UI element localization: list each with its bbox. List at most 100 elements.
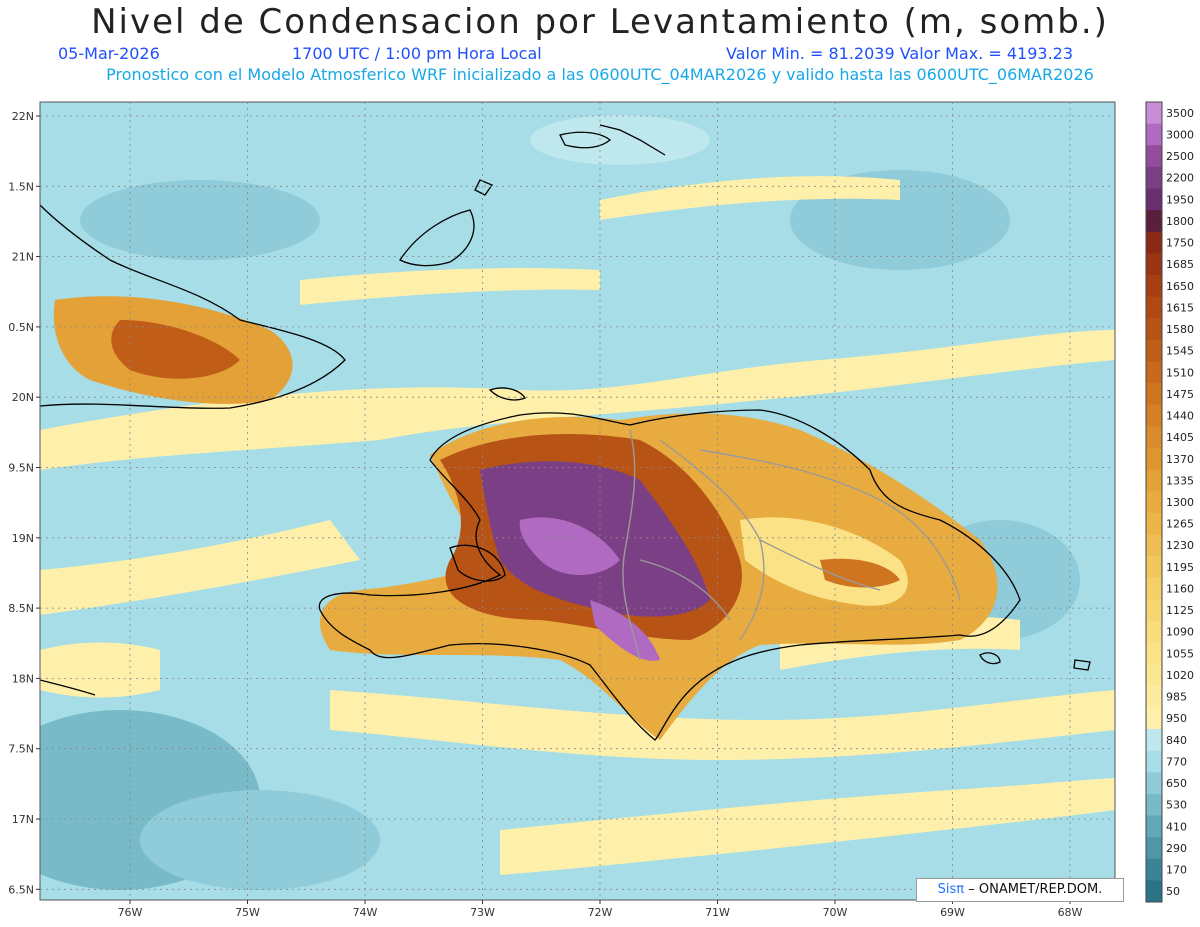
- colorbar-label: 1195: [1166, 561, 1194, 574]
- colorbar-label: 1545: [1166, 345, 1194, 358]
- colorbar-swatch: [1146, 166, 1162, 189]
- field-layer: [40, 102, 1115, 900]
- lon-label: 75W: [235, 906, 260, 919]
- colorbar-swatch: [1146, 123, 1162, 146]
- colorbar-swatch: [1146, 642, 1162, 665]
- credit-text: – ONAMET/REP.DOM.: [968, 882, 1103, 897]
- colorbar-label: 1160: [1166, 582, 1194, 595]
- plot-frame: [39, 101, 1116, 901]
- colorbar-label: 1405: [1166, 431, 1194, 444]
- lon-label: 68W: [1058, 906, 1083, 919]
- colorbar-label: 170: [1166, 864, 1187, 877]
- lat-label: 17N: [12, 813, 34, 826]
- colorbar-label: 1950: [1166, 193, 1194, 206]
- lat-label: 22N: [12, 110, 34, 123]
- colorbar-swatch: [1146, 447, 1162, 471]
- colorbar-label: 50: [1166, 885, 1180, 898]
- colorbar-label: 650: [1166, 777, 1187, 790]
- credit-box: Sisπ – ONAMET/REP.DOM.: [916, 878, 1124, 902]
- colorbar-swatch: [1146, 426, 1162, 449]
- colorbar-swatch: [1146, 577, 1162, 600]
- colorbar-swatch: [1146, 145, 1162, 168]
- colorbar-label: 1440: [1166, 410, 1194, 423]
- colorbar-swatch: [1146, 750, 1162, 773]
- colorbar-label: 1750: [1166, 237, 1194, 250]
- lon-label: 72W: [588, 906, 613, 919]
- colorbar-swatch: [1146, 210, 1162, 233]
- colorbar-swatch: [1146, 253, 1162, 276]
- colorbar-swatch: [1146, 231, 1162, 254]
- coastlines: [39, 124, 1091, 741]
- colorbar-swatch: [1146, 491, 1162, 514]
- colorbar-swatch: [1146, 599, 1162, 622]
- colorbar-label: 1580: [1166, 323, 1194, 336]
- lon-label: 76W: [118, 906, 143, 919]
- colorbar-swatch: [1146, 556, 1162, 579]
- colorbar-swatch: [1146, 664, 1162, 687]
- colorbar-label: 1335: [1166, 474, 1194, 487]
- colorbar: 3500 3000 2500 2200 1950 1800 1750 1685 1650 1615…: [1145, 101, 1194, 903]
- colorbar-label: 1055: [1166, 647, 1194, 660]
- colorbar-swatch: [1146, 837, 1162, 860]
- colorbar-swatch: [1146, 383, 1162, 406]
- colorbar-label: 530: [1166, 799, 1187, 812]
- time-label: 1700 UTC / 1:00 pm Hora Local: [292, 44, 542, 63]
- colorbar-label: 290: [1166, 842, 1187, 855]
- lat-label: 7.5N: [8, 743, 34, 756]
- lon-label: 69W: [940, 906, 965, 919]
- lat-label: 6.5N: [8, 883, 34, 896]
- lat-label: 8.5N: [8, 602, 34, 615]
- colorbar-label: 2500: [1166, 150, 1194, 163]
- forecast-label: Pronostico con el Modelo Atmosferico WRF…: [106, 65, 1094, 84]
- colorbar-label: 950: [1166, 712, 1187, 725]
- lon-label: 73W: [470, 906, 495, 919]
- colorbar-label: 1650: [1166, 280, 1194, 293]
- lat-label: 20N: [12, 391, 34, 404]
- colorbar-label: 1510: [1166, 366, 1194, 379]
- colorbar-swatch: [1146, 858, 1162, 881]
- lat-label: 9.5N: [8, 462, 34, 475]
- colorbar-label: 1230: [1166, 539, 1194, 552]
- colorbar-label: 1020: [1166, 669, 1194, 682]
- colorbar-label: 3500: [1166, 107, 1194, 120]
- map-title: Nivel de Condensacion por Levantamiento …: [91, 2, 1109, 42]
- lon-label: 70W: [823, 906, 848, 919]
- colorbar-swatch: [1146, 274, 1162, 298]
- colorbar-swatch: [1146, 793, 1162, 817]
- colorbar-label: 1265: [1166, 518, 1194, 531]
- colorbar-swatch: [1146, 880, 1162, 903]
- credit-brand: Sisπ: [937, 882, 965, 897]
- colorbar-label: 410: [1166, 820, 1187, 833]
- colorbar-swatch: [1146, 772, 1162, 795]
- colorbar-swatch: [1146, 102, 1162, 125]
- colorbar-swatch: [1146, 296, 1162, 319]
- colorbar-swatch: [1146, 339, 1162, 362]
- colorbar-swatch: [1146, 707, 1162, 730]
- colorbar-label: 985: [1166, 691, 1187, 704]
- colorbar-swatch: [1146, 361, 1162, 384]
- colorbar-swatch: [1146, 469, 1162, 492]
- colorbar-label: 1300: [1166, 496, 1194, 509]
- lat-label: 1.5N: [8, 180, 34, 193]
- colorbar-label: 1615: [1166, 301, 1194, 314]
- lon-label: 74W: [353, 906, 378, 919]
- colorbar-swatch: [1146, 729, 1162, 752]
- longitude-labels: 76W 75W 74W 73W 72W 71W 70W 69W 68W: [118, 900, 1083, 919]
- colorbar-swatch: [1146, 534, 1162, 557]
- min-max-label: Valor Min. = 81.2039 Valor Max. = 4193.2…: [726, 44, 1074, 63]
- lat-label: 18N: [12, 672, 34, 685]
- colorbar-swatch: [1146, 512, 1162, 535]
- colorbar-label: 3000: [1166, 128, 1194, 141]
- colorbar-label: 1800: [1166, 215, 1194, 228]
- date-label: 05-Mar-2026: [58, 44, 160, 63]
- lon-label: 71W: [705, 906, 730, 919]
- colorbar-label: 840: [1166, 734, 1187, 747]
- province-borders: [622, 429, 961, 661]
- latitude-labels: 22N 1.5N 21N 0.5N 20N 9.5N 19N 8.5N 18N 7.5N 17N 6.…: [8, 110, 40, 896]
- colorbar-swatch: [1146, 685, 1162, 708]
- colorbar-label: 1475: [1166, 388, 1194, 401]
- lat-label: 21N: [12, 251, 34, 264]
- lat-label: 19N: [12, 532, 34, 545]
- colorbar-label: 1125: [1166, 604, 1194, 617]
- colorbar-swatch: [1146, 620, 1162, 644]
